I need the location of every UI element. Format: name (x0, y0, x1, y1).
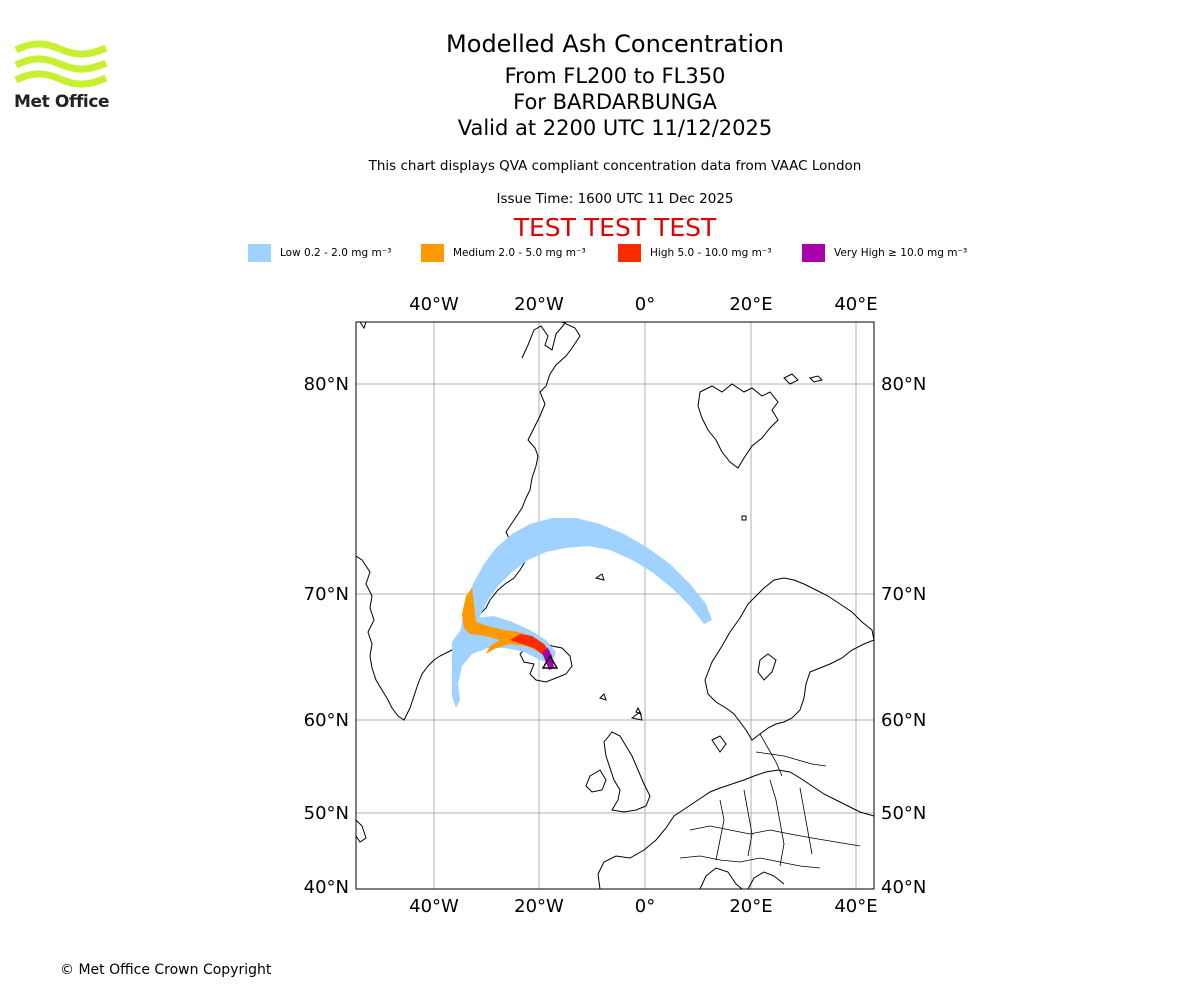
logo-text: Met Office (14, 92, 110, 112)
test-banner: TEST TEST TEST (513, 213, 717, 242)
ash-low-north-arc (460, 518, 712, 646)
svalbard-coast (697, 383, 779, 469)
legend-swatch-high (618, 244, 641, 262)
lat-tick-left-40n: 40°N (304, 877, 349, 898)
lon-tick-bottom-40w: 40°W (409, 896, 459, 917)
lat-tick-right-80n: 80°N (881, 374, 926, 395)
lat-tick-right-50n: 50°N (881, 803, 926, 824)
lat-tick-left-60n: 60°N (304, 710, 349, 731)
issue-time: Issue Time: 1600 UTC 11 Dec 2025 (496, 191, 734, 207)
lat-tick-right-60n: 60°N (881, 710, 926, 731)
lat-tick-left-80n: 80°N (304, 374, 349, 395)
lon-tick-top-40w: 40°W (409, 294, 459, 315)
lon-tick-bottom-40e: 40°E (834, 896, 877, 917)
map-frame (356, 322, 874, 889)
lon-tick-top-20w: 20°W (514, 294, 564, 315)
copyright-footer: © Met Office Crown Copyright (60, 962, 272, 978)
europe-coast (597, 769, 874, 889)
volcano-name: For BARDARBUNGA (513, 90, 717, 114)
lon-tick-bottom-20w: 20°W (514, 896, 564, 917)
lon-tick-bottom-20e: 20°E (729, 896, 772, 917)
lat-tick-right-70n: 70°N (881, 584, 926, 605)
legend-label-medium: Medium 2.0 - 5.0 mg m⁻³ (453, 247, 586, 259)
legend-label-low: Low 0.2 - 2.0 mg m⁻³ (280, 247, 392, 259)
lon-tick-bottom-0: 0° (635, 896, 655, 917)
lat-tick-right-40n: 40°N (881, 877, 926, 898)
british-isles-coast (603, 731, 651, 813)
coastlines (356, 322, 874, 889)
scandinavia-coast (704, 577, 874, 741)
legend-swatch-medium (421, 244, 444, 262)
greenland-coast (356, 322, 581, 721)
met-office-logo (14, 40, 108, 88)
chart-title: Modelled Ash Concentration (446, 30, 784, 58)
lon-tick-top-40e: 40°E (834, 294, 877, 315)
lon-tick-top-0: 0° (635, 294, 655, 315)
lat-tick-left-50n: 50°N (304, 803, 349, 824)
ash-concentration (452, 518, 712, 708)
volcano-marker (541, 654, 559, 669)
legend-label-high: High 5.0 - 10.0 mg m⁻³ (650, 247, 772, 259)
lat-tick-left-70n: 70°N (304, 584, 349, 605)
legend-label-very-high: Very High ≥ 10.0 mg m⁻³ (834, 247, 968, 259)
flight-levels: From FL200 to FL350 (504, 64, 726, 88)
map-gridlines (356, 322, 874, 889)
legend-swatch-low (248, 244, 271, 262)
chart-description: This chart displays QVA compliant concen… (368, 158, 862, 174)
map-border (355, 321, 875, 890)
legend-swatch-very-high (802, 244, 825, 262)
ash-high (510, 634, 550, 656)
valid-time: Valid at 2200 UTC 11/12/2025 (457, 116, 773, 140)
lon-tick-top-20e: 20°E (729, 294, 772, 315)
